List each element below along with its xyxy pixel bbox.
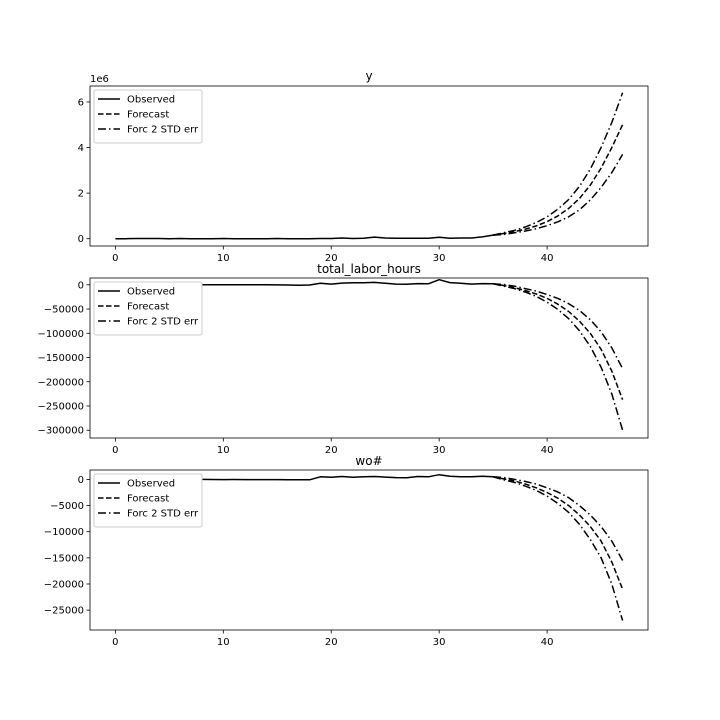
y-tick-label: −200000 — [37, 377, 84, 388]
y-tick-label: 4 — [78, 143, 84, 154]
x-tick-label: 0 — [112, 253, 118, 264]
legend-label: Forc 2 STD err — [127, 317, 199, 328]
x-tick-label: 20 — [325, 445, 338, 456]
series-line-observed — [115, 234, 494, 240]
y-offset-text: 1e6 — [90, 74, 109, 85]
y-tick-label: 6 — [78, 97, 84, 108]
legend-box — [93, 89, 203, 144]
subplot-title: total_labor_hours — [317, 262, 421, 276]
legend-box — [93, 281, 203, 336]
legend-label: Observed — [127, 95, 175, 106]
y-tick-label: 2 — [78, 189, 84, 200]
y-tick-label: −20000 — [44, 579, 84, 590]
x-tick-label: 30 — [433, 637, 446, 648]
y-tick-label: −10000 — [44, 527, 84, 538]
y-tick-label: −50000 — [44, 305, 84, 316]
subplot-total-labor-hours: total_labor_hours 0 10 20 30 40 0 −50000 −10000… — [37, 262, 649, 456]
legend-label: Forecast — [127, 494, 169, 505]
series-line-lower-std-err — [493, 476, 624, 561]
series-line-forc-2-std-err — [492, 476, 624, 621]
series-line-forecast — [492, 124, 624, 236]
legend-label: Forecast — [127, 110, 169, 121]
series-line-lower-std-err — [493, 283, 624, 370]
y-tick-label: −15000 — [44, 553, 84, 564]
series-line-forc-2-std-err — [492, 283, 624, 431]
legend-label: Forc 2 STD err — [127, 509, 199, 520]
legend-label: Observed — [127, 479, 175, 490]
legend: Observed Forecast Forc 2 STD err — [93, 281, 203, 336]
x-tick-label: 0 — [112, 637, 118, 648]
legend: Observed Forecast Forc 2 STD err — [93, 89, 203, 144]
subplot-y: y 1e6 0 10 20 30 40 0 2 4 6 Observed Forecast Forc… — [78, 69, 649, 264]
legend-box — [93, 473, 203, 528]
x-tick-label: 20 — [325, 253, 338, 264]
y-tick-label: −5000 — [50, 501, 84, 512]
axes-frame — [89, 85, 649, 247]
x-tick-label: 40 — [541, 637, 554, 648]
y-tick-label: −150000 — [37, 353, 84, 364]
y-tick-label: −25000 — [44, 606, 84, 617]
subplot-wo-number: wo# 0 10 20 30 40 0 −5000 −10000 −15000 −20000 −25… — [44, 454, 649, 648]
plot-area: 0 10 20 30 40 0 2 4 6 — [78, 92, 624, 264]
series-line-forecast — [492, 283, 624, 400]
x-tick-label: 30 — [433, 253, 446, 264]
x-tick-label: 40 — [541, 253, 554, 264]
x-tick-label: 0 — [112, 445, 118, 456]
y-tick-label: 0 — [78, 280, 84, 291]
series-line-forecast — [492, 476, 624, 590]
axes-frame — [89, 277, 649, 439]
x-tick-label: 40 — [541, 445, 554, 456]
series-line-lower-std-err — [493, 154, 624, 236]
y-tick-label: 0 — [78, 475, 84, 486]
x-tick-label: 20 — [325, 637, 338, 648]
legend: Observed Forecast Forc 2 STD err — [93, 473, 203, 528]
y-tick-label: −100000 — [37, 329, 84, 340]
subplot-title: wo# — [355, 454, 382, 468]
subplot-title: y — [365, 69, 372, 83]
legend-label: Forecast — [127, 302, 169, 313]
x-tick-label: 10 — [217, 253, 230, 264]
y-tick-label: −300000 — [37, 426, 84, 437]
x-tick-label: 10 — [217, 445, 230, 456]
y-tick-label: −250000 — [37, 402, 84, 413]
x-tick-label: 10 — [217, 637, 230, 648]
x-tick-label: 30 — [433, 445, 446, 456]
legend-label: Forc 2 STD err — [127, 125, 199, 136]
legend-label: Observed — [127, 287, 175, 298]
axes-frame — [89, 469, 649, 631]
y-tick-label: 0 — [78, 234, 84, 245]
series-line-forc-2-std-err — [492, 92, 624, 236]
